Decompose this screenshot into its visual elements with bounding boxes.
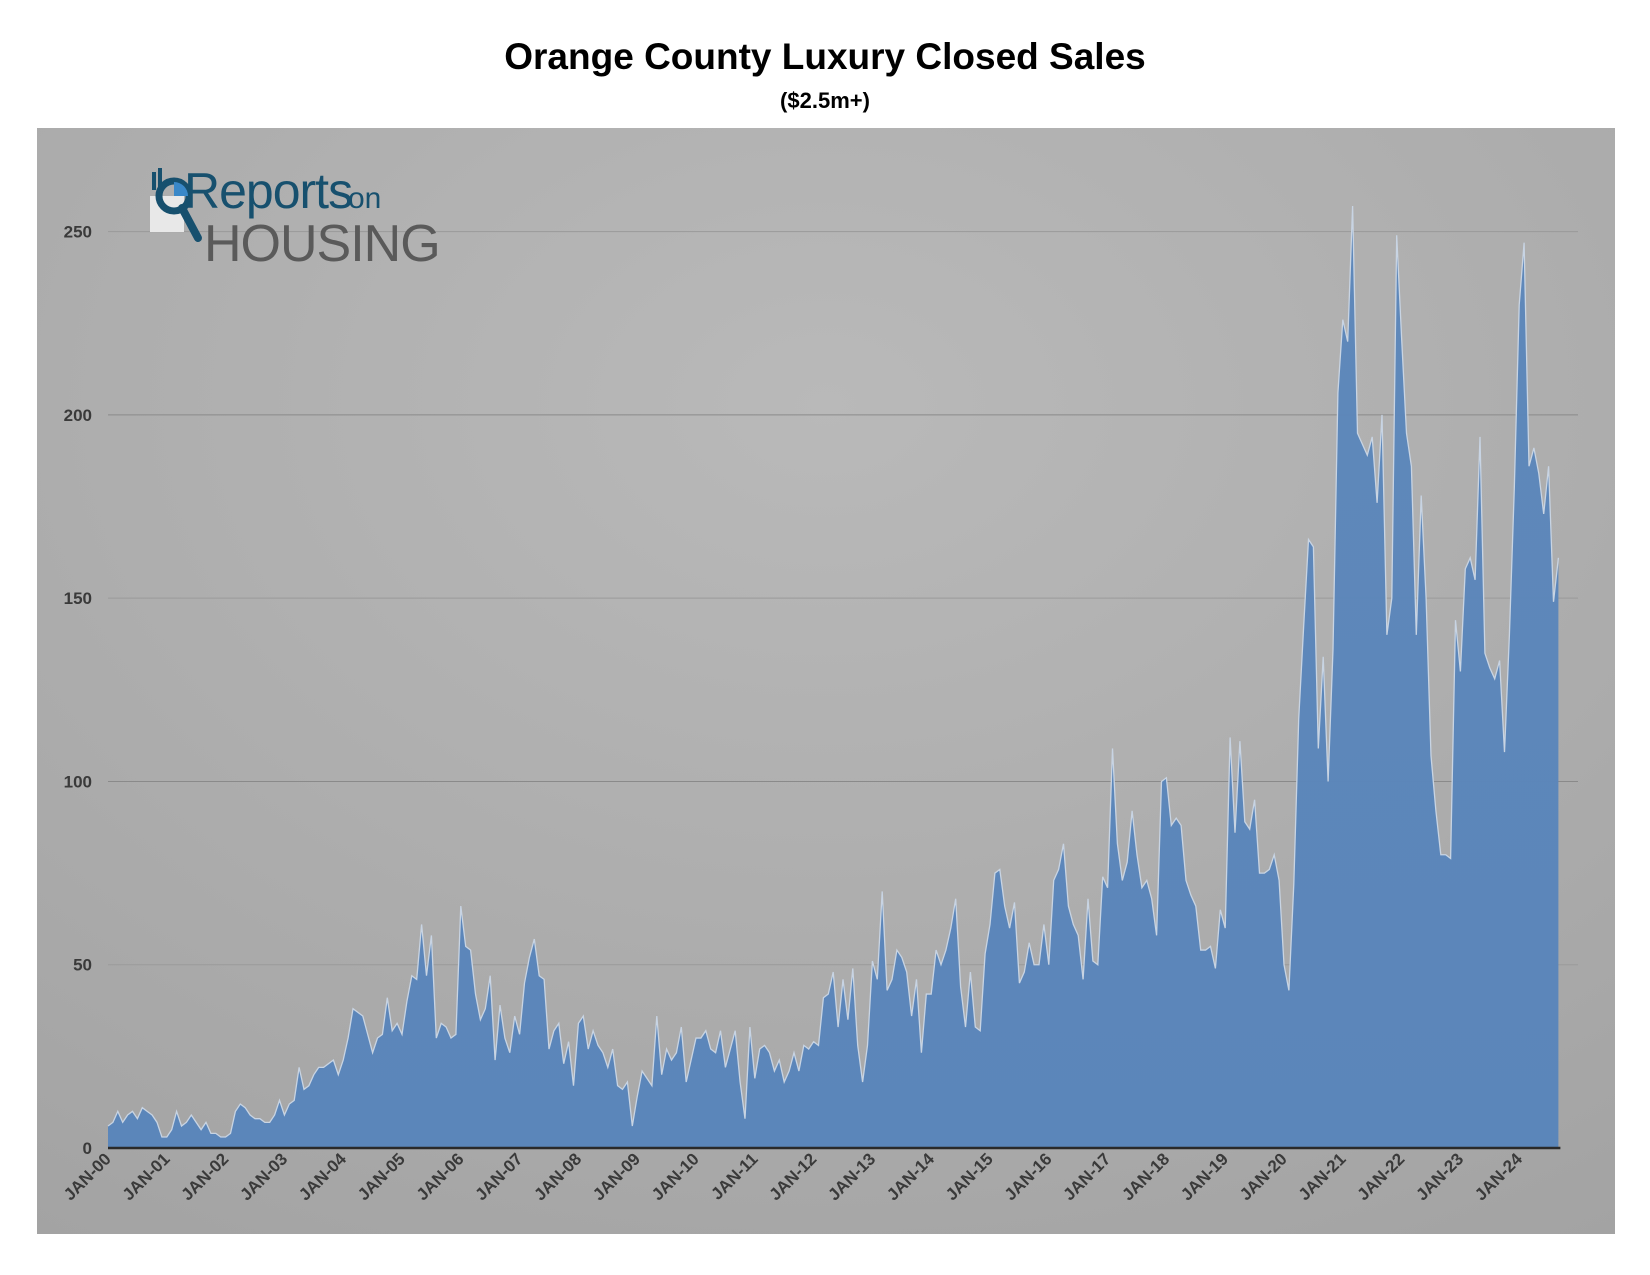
y-tick-label: 150 xyxy=(64,589,92,608)
y-tick-label: 250 xyxy=(64,223,92,242)
logo-housing-text: HOUSING xyxy=(204,215,441,273)
logo-reports-text: Reports xyxy=(184,163,353,219)
magnifier-logo-icon xyxy=(150,168,202,242)
reports-on-housing-logo: Reports on HOUSING xyxy=(148,163,448,273)
series-area xyxy=(108,205,1559,1149)
y-tick-label: 200 xyxy=(64,406,92,425)
logo-on-text: on xyxy=(348,182,382,215)
chart-subtitle: ($2.5m+) xyxy=(780,88,870,113)
y-tick-label: 100 xyxy=(64,772,92,791)
y-tick-label: 50 xyxy=(73,956,92,975)
series-line xyxy=(107,205,1560,1138)
y-tick-label: 0 xyxy=(83,1139,92,1158)
chart-title: Orange County Luxury Closed Sales xyxy=(504,36,1146,77)
